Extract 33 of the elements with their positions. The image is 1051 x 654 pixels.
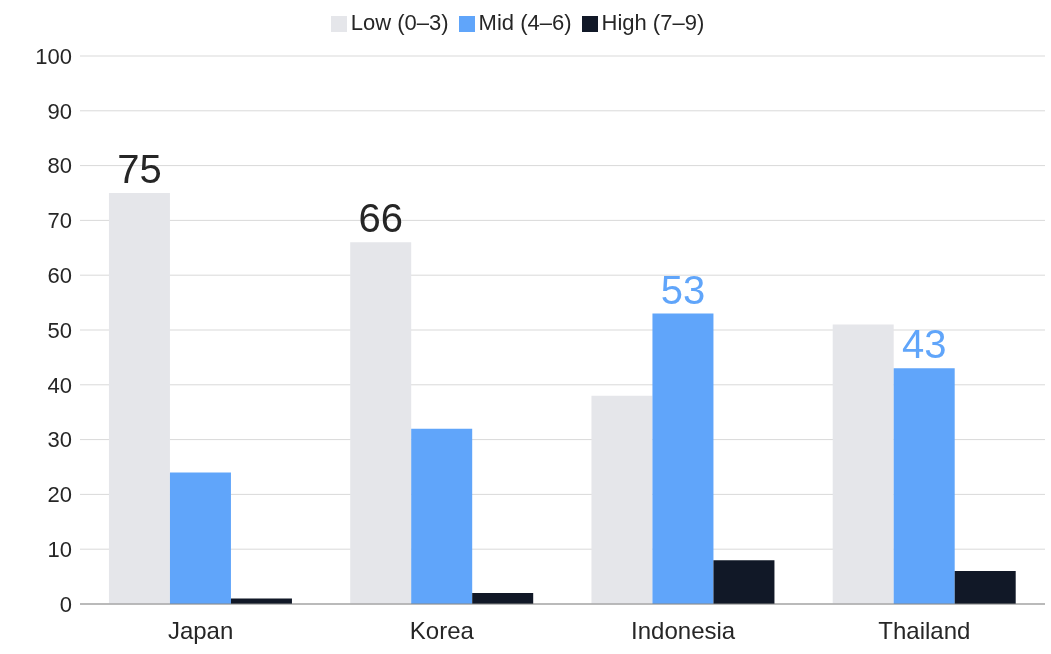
data-label: 66 <box>358 196 403 241</box>
y-tick-label: 90 <box>47 98 72 124</box>
x-tick-label: Indonesia <box>631 617 736 645</box>
legend-label: Mid (4–6) <box>478 10 572 35</box>
bar <box>169 472 231 604</box>
x-tick-label: Korea <box>409 617 475 645</box>
bar <box>652 313 714 604</box>
data-label: 53 <box>660 267 706 312</box>
bar <box>411 428 473 604</box>
bar <box>954 571 1016 604</box>
y-tick-label: 80 <box>47 153 72 179</box>
bar <box>832 324 894 604</box>
bar <box>893 368 955 604</box>
bar <box>591 395 653 604</box>
bar <box>713 560 775 604</box>
legend-label: High (7–9) <box>601 10 705 35</box>
y-tick-label: 100 <box>35 43 72 69</box>
y-tick-label: 70 <box>47 208 72 234</box>
y-tick-label: 50 <box>47 317 72 343</box>
y-tick-label: 20 <box>47 482 72 508</box>
bar <box>350 242 412 604</box>
x-tick-label: Japan <box>167 617 234 645</box>
y-tick-label: 60 <box>47 263 72 289</box>
y-tick-label: 30 <box>47 427 72 453</box>
data-label: 43 <box>901 322 947 367</box>
y-tick-label: 0 <box>59 591 72 617</box>
data-label: 75 <box>117 147 162 191</box>
bar <box>472 593 534 604</box>
legend-label: Low (0–3) <box>350 10 449 35</box>
y-tick-label: 40 <box>47 372 72 398</box>
x-tick-label: Thailand <box>878 617 971 645</box>
bar <box>108 193 170 604</box>
y-tick-label: 10 <box>47 537 72 563</box>
